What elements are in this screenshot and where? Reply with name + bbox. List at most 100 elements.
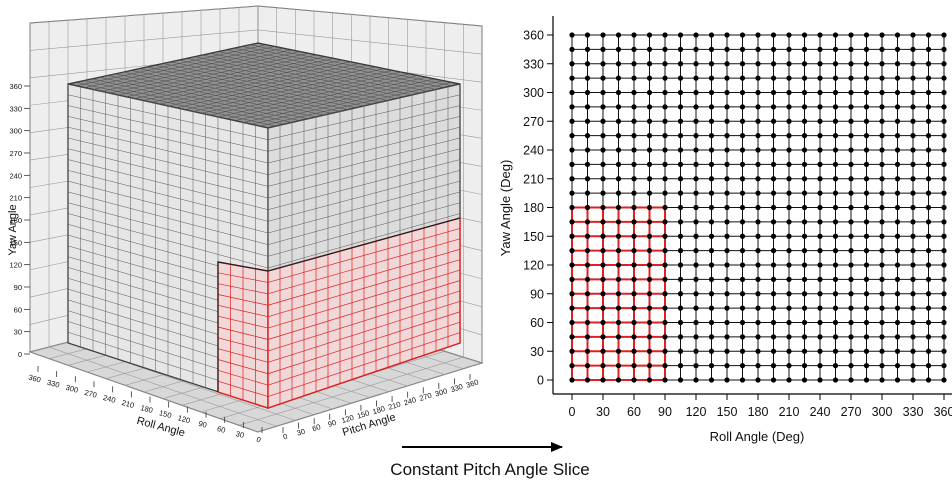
grid-point	[569, 133, 575, 139]
cube-grid-line	[267, 213, 461, 269]
grid-point	[662, 32, 668, 38]
grid-point	[600, 89, 606, 96]
cube-grid-line	[67, 116, 269, 164]
grid-point	[693, 363, 699, 369]
grid-point	[832, 176, 839, 182]
grid-point	[848, 319, 854, 326]
grid-point	[848, 305, 854, 311]
grid-point	[662, 334, 668, 340]
grid-point	[569, 104, 575, 110]
grid-point	[662, 233, 668, 239]
pitch-tick-label: 150	[356, 408, 371, 420]
grid-point	[925, 204, 932, 211]
grid-point	[662, 219, 668, 225]
grid-point	[770, 147, 777, 153]
grid-point	[879, 61, 885, 67]
grid-point	[894, 319, 901, 326]
grid-point	[879, 262, 885, 268]
grid-point	[600, 276, 606, 282]
slice-x-tick-label: 90	[658, 405, 672, 419]
roll-tick-label: 270	[83, 388, 97, 400]
yaw-tick-label: 240	[9, 171, 22, 180]
grid-point	[708, 104, 715, 110]
grid-point	[615, 104, 622, 110]
grid-point	[817, 161, 823, 167]
grid-point	[832, 276, 839, 282]
grid-point	[770, 334, 777, 340]
highlight-grid-line	[267, 259, 461, 318]
grid-point	[801, 176, 808, 182]
grid-point	[646, 248, 653, 254]
grid-point	[910, 363, 916, 369]
grid-point	[677, 262, 684, 268]
yaw-tick-label: 180	[9, 216, 22, 225]
grid-point	[615, 89, 622, 96]
grid-point	[894, 377, 901, 383]
grid-point	[600, 161, 606, 167]
grid-point	[786, 334, 792, 340]
grid-point	[879, 118, 885, 124]
cube-grid-line	[67, 42, 259, 85]
grid-point	[739, 89, 746, 96]
grid-point	[708, 118, 715, 124]
grid-point	[677, 305, 684, 311]
slice-plot: 0 30 60 90 120 150 180 210 240 270 300 330 360 0 30 60…	[498, 16, 952, 444]
cube-grid-line	[251, 80, 444, 125]
grid-point	[724, 219, 730, 225]
grid-point	[600, 305, 606, 311]
grid-point	[848, 363, 854, 369]
grid-point	[662, 75, 668, 81]
highlight-grid-line	[267, 342, 461, 409]
grid-point	[677, 233, 684, 239]
grid-point	[770, 262, 777, 268]
grid-point	[879, 233, 885, 239]
grid-point	[600, 133, 606, 139]
yaw-tick-label: 360	[9, 82, 22, 91]
grid-point	[584, 161, 591, 167]
grid-point	[910, 75, 916, 81]
grid-point	[786, 32, 792, 38]
cube-grid-line	[109, 51, 301, 94]
grid-point	[879, 190, 885, 196]
grid-point	[770, 104, 777, 110]
grid-point	[569, 319, 575, 326]
grid-point	[677, 190, 684, 196]
grid-point	[925, 363, 932, 369]
grid-point	[724, 190, 730, 196]
grid-point	[724, 118, 730, 124]
grid-point	[631, 334, 637, 340]
grid-point	[600, 75, 606, 81]
grid-point	[708, 61, 715, 67]
pitch-axis-ticks: 0 30 60 90 120 150 180 210 240 270 300 330 360	[282, 374, 480, 442]
highlight-region-grid	[217, 217, 461, 409]
grid-point	[677, 161, 684, 167]
pitch-tick-label: 0	[282, 432, 289, 442]
highlight-grid-line	[217, 337, 269, 352]
roll-tick-label: 210	[121, 398, 135, 410]
grid-point	[677, 61, 684, 67]
grid-point	[693, 377, 699, 383]
cube-grid-line	[134, 56, 326, 99]
grid-point	[584, 377, 591, 383]
grid-point	[801, 118, 808, 124]
pitch-tick-label: 300	[434, 386, 449, 398]
grid-point	[848, 348, 854, 354]
grid-point	[584, 363, 591, 369]
grid-point	[646, 118, 653, 124]
pitch-tick-label: 180	[371, 404, 386, 416]
grid-point	[615, 305, 622, 311]
grid-point	[879, 334, 885, 340]
grid-point	[569, 248, 575, 254]
grid-point	[584, 348, 591, 354]
grid-point	[631, 190, 637, 196]
grid-point	[569, 190, 575, 196]
grid-point	[910, 348, 916, 354]
grid-point	[925, 147, 932, 153]
yaw-tick-label: 210	[9, 194, 22, 203]
grid-point	[832, 219, 839, 225]
grid-point	[786, 348, 792, 354]
grid-point	[832, 147, 839, 153]
grid-point	[941, 75, 947, 81]
grid-point	[724, 89, 730, 96]
grid-point	[832, 133, 839, 139]
